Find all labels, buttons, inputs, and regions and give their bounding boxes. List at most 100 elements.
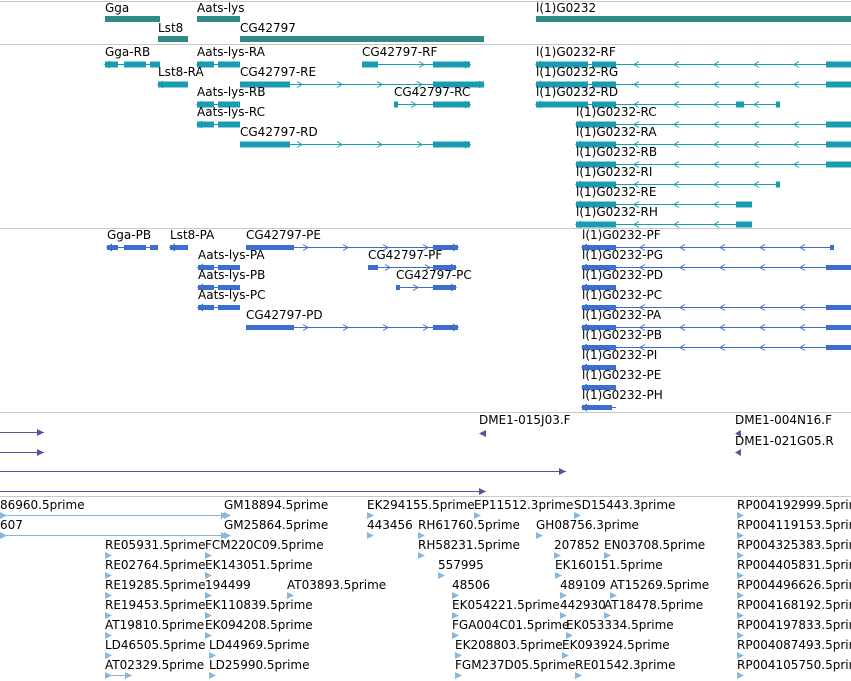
gene-label-l-1-g0232[interactable]: l(1)G0232 bbox=[536, 1, 597, 15]
exon[interactable] bbox=[107, 245, 118, 250]
feature-l-1-g0232-rb[interactable] bbox=[575, 160, 851, 169]
exon[interactable] bbox=[576, 201, 616, 208]
feature-label-l-1-g0232-ra[interactable]: l(1)G0232-RA bbox=[576, 125, 657, 139]
gene-label-gga[interactable]: Gga bbox=[105, 1, 130, 15]
est-label-ld25990-5prime[interactable]: LD25990.5prime bbox=[209, 658, 310, 672]
est-ep11512-3prime[interactable] bbox=[474, 512, 481, 519]
exon[interactable] bbox=[218, 121, 240, 128]
exon[interactable] bbox=[536, 101, 588, 108]
clone-marker[interactable] bbox=[735, 449, 741, 456]
exon[interactable] bbox=[826, 265, 851, 270]
exon[interactable] bbox=[218, 101, 240, 108]
est-label-re02764-5prime[interactable]: RE02764.5prime bbox=[105, 558, 206, 572]
est-label-ek094208-5prime[interactable]: EK094208.5prime bbox=[205, 618, 313, 632]
est-re19453-5prime[interactable] bbox=[105, 612, 112, 619]
exon[interactable] bbox=[433, 141, 470, 148]
est-marker[interactable] bbox=[367, 512, 374, 519]
exon[interactable] bbox=[830, 245, 834, 250]
exon[interactable] bbox=[582, 345, 616, 350]
gene-bar[interactable] bbox=[158, 36, 188, 42]
exon[interactable] bbox=[736, 101, 744, 108]
feature-label-aats-lys-ra[interactable]: Aats-lys-RA bbox=[197, 45, 265, 59]
feature-cg42797-rf[interactable] bbox=[362, 60, 471, 69]
exon[interactable] bbox=[592, 81, 616, 88]
est-rp004087493-5prime[interactable] bbox=[737, 652, 744, 659]
est-marker[interactable] bbox=[205, 632, 212, 639]
est-marker[interactable] bbox=[560, 612, 567, 619]
feature-gga-rb[interactable] bbox=[104, 60, 160, 69]
est-label-557995[interactable]: 557995 bbox=[438, 558, 484, 572]
est-label-ek054221-5prime[interactable]: EK054221.5prime bbox=[452, 598, 560, 612]
gene-bar[interactable] bbox=[240, 36, 484, 42]
exon[interactable] bbox=[826, 325, 851, 330]
est-label-re19285-5prime[interactable]: RE19285.5prime bbox=[105, 578, 206, 592]
exon[interactable] bbox=[582, 405, 612, 410]
est-marker[interactable] bbox=[737, 552, 744, 559]
est-label-ek208803-5prime[interactable]: EK208803.5prime bbox=[455, 638, 563, 652]
est-gh08756-3prime[interactable] bbox=[536, 532, 543, 539]
est-ek208803-5prime[interactable] bbox=[455, 652, 462, 659]
est-label-ek110839-5prime[interactable]: EK110839.5prime bbox=[205, 598, 313, 612]
est-ek053334-5prime[interactable] bbox=[566, 632, 573, 639]
exon[interactable] bbox=[433, 265, 456, 270]
est-sd15443-3prime[interactable] bbox=[574, 512, 581, 519]
feature-label-l-1-g0232-rb[interactable]: l(1)G0232-RB bbox=[576, 145, 658, 159]
est-label-rp004197833-5prime[interactable]: RP004197833.5prime bbox=[737, 618, 851, 632]
est-marker[interactable] bbox=[562, 652, 569, 659]
est-marker[interactable] bbox=[105, 632, 112, 639]
protein-track[interactable] bbox=[106, 243, 851, 412]
est-ld44969-5prime[interactable] bbox=[209, 652, 216, 659]
est-ek093924-5prime[interactable] bbox=[562, 652, 569, 659]
est-marker[interactable] bbox=[452, 632, 459, 639]
feature-label-gga-pb[interactable]: Gga-PB bbox=[107, 228, 152, 242]
feature-label-l-1-g0232-re[interactable]: l(1)G0232-RE bbox=[576, 185, 657, 199]
est-label-ep11512-3prime[interactable]: EP11512.3prime bbox=[474, 498, 574, 512]
gene-track[interactable] bbox=[105, 16, 851, 42]
exon[interactable] bbox=[826, 121, 851, 128]
exon[interactable] bbox=[198, 265, 214, 270]
feature-label-cg42797-pe[interactable]: CG42797-PE bbox=[246, 228, 321, 242]
exon[interactable] bbox=[582, 385, 616, 390]
feature-l-1-g0232-pd[interactable] bbox=[581, 283, 616, 292]
est-marker[interactable] bbox=[205, 572, 212, 579]
est-marker[interactable] bbox=[105, 672, 112, 679]
exon[interactable] bbox=[170, 245, 188, 250]
est-marker[interactable] bbox=[105, 592, 112, 599]
exon[interactable] bbox=[576, 121, 616, 128]
est-label-ld46505-5prime[interactable]: LD46505.5prime bbox=[105, 638, 206, 652]
feature-l-1-g0232-pg[interactable] bbox=[581, 263, 851, 272]
feature-lst8-pa[interactable] bbox=[169, 243, 188, 252]
est-557995[interactable] bbox=[438, 572, 445, 579]
est-marker[interactable] bbox=[418, 532, 425, 539]
clone-label-dme1-004n16-f[interactable]: DME1-004N16.F bbox=[735, 413, 833, 427]
exon[interactable] bbox=[576, 161, 616, 168]
clone-label-dme1-015j03-f[interactable]: DME1-015J03.F bbox=[479, 413, 571, 427]
feature-l-1-g0232-pc[interactable] bbox=[581, 303, 851, 312]
est-label-ek294155-5prime[interactable]: EK294155.5prime bbox=[367, 498, 475, 512]
est-re01542-3prime[interactable] bbox=[575, 672, 582, 679]
exon[interactable] bbox=[576, 141, 616, 148]
est-label-en03708-5prime[interactable]: EN03708.5prime bbox=[604, 538, 706, 552]
clone-marker[interactable] bbox=[479, 430, 486, 437]
exon[interactable] bbox=[240, 141, 290, 148]
est-marker[interactable] bbox=[610, 592, 617, 599]
est-ek094208-5prime[interactable] bbox=[205, 632, 212, 639]
feature-cg42797-rd[interactable] bbox=[240, 140, 471, 149]
est-ek110839-5prime[interactable] bbox=[205, 612, 212, 619]
feature-cg42797-pd[interactable] bbox=[246, 323, 459, 332]
exon[interactable] bbox=[218, 61, 240, 68]
feature-l-1-g0232-pe[interactable] bbox=[581, 383, 616, 392]
est-marker[interactable] bbox=[737, 652, 744, 659]
est-207852[interactable] bbox=[554, 552, 561, 559]
exon[interactable] bbox=[433, 81, 484, 88]
est-48506[interactable] bbox=[452, 592, 459, 599]
feature-label-cg42797-re[interactable]: CG42797-RE bbox=[240, 65, 317, 79]
feature-cg42797-rc[interactable] bbox=[394, 100, 471, 109]
exon[interactable] bbox=[433, 245, 458, 250]
exon[interactable] bbox=[576, 181, 616, 188]
exon[interactable] bbox=[582, 245, 616, 250]
exon[interactable] bbox=[592, 61, 616, 68]
exon[interactable] bbox=[433, 285, 456, 290]
est-rp004496626-5prime[interactable] bbox=[737, 592, 744, 599]
feature-gga-pb[interactable] bbox=[106, 243, 158, 252]
